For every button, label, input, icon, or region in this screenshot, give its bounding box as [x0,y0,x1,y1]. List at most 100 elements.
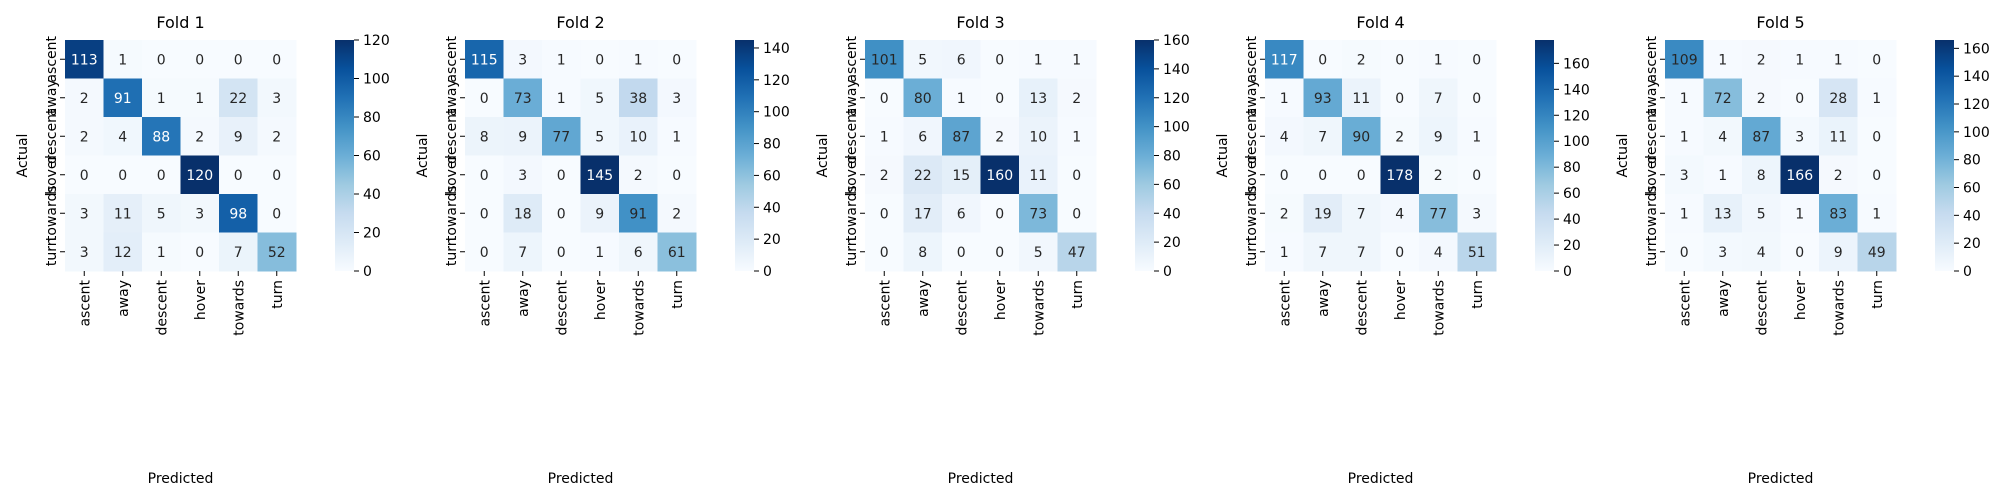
cell-value-label: 5 [595,129,604,145]
heatmap-cell [1303,78,1343,118]
heatmap-cell [1380,194,1420,233]
heatmap-cell [580,40,620,79]
colorbar-tick-label: 80 [1163,149,1181,165]
colorbar-tick-label: 160 [1963,41,1990,57]
heatmap-cell [503,194,543,233]
colorbar-tick-label: 140 [1163,62,1190,78]
heatmap-cell [1265,40,1304,79]
heatmap-cell [257,78,297,118]
heatmap-cell [580,155,620,195]
x-tick-label: ascent [477,279,493,326]
cell-value-label: 61 [668,245,686,261]
heatmap-cell [257,232,297,272]
y-axis-label: Actual [415,134,431,178]
heatmap-cell [980,117,1020,156]
cell-value-label: 3 [1472,206,1481,222]
y-tick-label: away [1244,79,1260,116]
heatmap-cell [103,194,143,233]
heatmap-cell [580,78,620,118]
heatmap-cell [1742,155,1781,195]
fold-1-title: Fold 1 [156,13,204,32]
cell-value-label: 17 [914,206,932,222]
heatmap-cell [65,117,104,156]
heatmap-cell [1857,117,1897,156]
y-tick-label: towards [844,185,860,241]
x-tick-label: towards [231,280,247,336]
cell-value-label: 3 [1680,168,1689,184]
x-tick-label: descent [1354,279,1370,335]
cell-value-label: 93 [1314,91,1332,107]
cell-value-label: 0 [1872,52,1881,68]
heatmap-cell [1742,117,1781,156]
heatmap-cell [1742,232,1781,272]
cell-value-label: 1 [1034,52,1043,68]
colorbar [1535,40,1554,271]
heatmap-cell [1742,194,1781,233]
colorbar-tick-label: 160 [1563,56,1590,72]
cell-value-label: 2 [195,129,204,145]
cell-value-label: 1 [1680,91,1689,107]
y-axis-label: Actual [1615,134,1631,178]
cell-value-label: 4 [118,129,127,145]
cell-value-label: 117 [1271,52,1298,68]
heatmap-cell [942,117,981,156]
heatmap-cell [103,232,143,272]
y-tick-label: away [444,79,460,116]
colorbar-tick-label: 140 [1963,69,1990,85]
x-tick-label: towards [1831,280,1847,336]
cell-value-label: 91 [114,91,132,107]
heatmap-cell [465,117,504,156]
x-tick-label: turn [1470,280,1486,309]
heatmap-cell [1342,155,1381,195]
cell-value-label: 9 [234,129,243,145]
cell-value-label: 3 [1795,129,1804,145]
cell-value-label: 11 [1829,129,1847,145]
cell-value-label: 2 [1757,91,1766,107]
heatmap-cell [219,194,258,233]
x-tick-label: towards [1031,280,1047,336]
cell-value-label: 2 [1072,91,1081,107]
heatmap-cell [542,117,581,156]
cell-value-label: 113 [71,52,98,68]
x-tick-label: away [1316,280,1332,317]
heatmap-cell [503,40,543,79]
cell-value-label: 0 [234,168,243,184]
heatmap-cell [1303,194,1343,233]
cell-value-label: 11 [114,206,132,222]
heatmap-cell [1703,40,1743,79]
y-tick-label: towards [1644,185,1660,241]
colorbar-tick-label: 0 [363,264,372,280]
cell-value-label: 47 [1068,245,1086,261]
cell-value-label: 9 [518,129,527,145]
heatmap-cell [257,194,297,233]
heatmap-cell [1057,232,1097,272]
heatmap-cell [503,232,543,272]
cell-value-label: 1 [1072,52,1081,68]
heatmap-cell [903,155,943,195]
heatmap-cell [1742,78,1781,118]
cell-value-label: 1 [880,129,889,145]
colorbar-tick-label: 60 [1963,181,1981,197]
heatmap-cell [619,78,658,118]
cell-value-label: 10 [629,129,647,145]
cell-value-label: 0 [480,91,489,107]
y-tick-label: hover [844,154,860,194]
cell-value-label: 0 [1318,168,1327,184]
cell-value-label: 166 [1786,168,1813,184]
cell-value-label: 0 [1472,91,1481,107]
cell-value-label: 1 [1680,129,1689,145]
cell-value-label: 1 [1280,245,1289,261]
x-tick-label: away [116,280,132,317]
cell-value-label: 49 [1868,245,1886,261]
cell-value-label: 0 [1357,168,1366,184]
cell-value-label: 6 [918,129,927,145]
cell-value-label: 0 [995,245,1004,261]
heatmap-cell [942,40,981,79]
colorbar-tick-label: 100 [763,105,790,121]
colorbar-tick-label: 0 [763,264,772,280]
cell-value-label: 1 [1872,206,1881,222]
cell-value-label: 3 [672,91,681,107]
cell-value-label: 0 [995,52,1004,68]
